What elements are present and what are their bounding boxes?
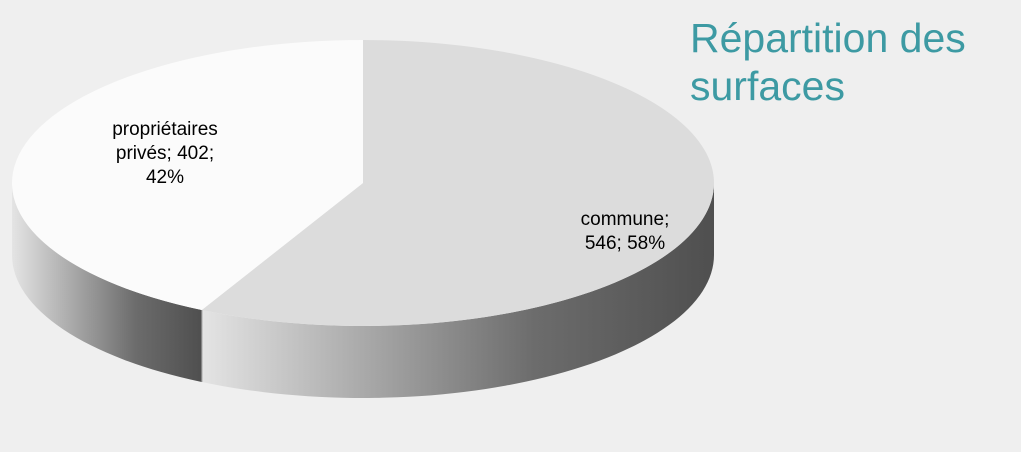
pie-slice-proprietaires-prives: [12, 40, 363, 311]
pie-side-proprietaires-prives: [12, 183, 202, 383]
chart-title-line-2: surfaces: [690, 63, 845, 109]
slice-label-proprietaires-prives-line-3: 42%: [145, 167, 185, 188]
slice-label-proprietaires-prives-line-2: privés; 402;: [115, 143, 215, 164]
chart-title-line-1: Répartition des: [690, 15, 966, 61]
slice-label-proprietaires-prives-line-1: propriétaires: [112, 119, 218, 140]
chart-title: Répartition des surfaces: [690, 14, 1010, 110]
slice-label-commune: commune; 546; 58%: [525, 208, 725, 256]
pie-side-commune: [201, 183, 715, 398]
slice-label-commune-line-2: 546; 58%: [584, 233, 666, 254]
pie-sides: [12, 183, 715, 398]
slice-label-proprietaires-prives: propriétaires privés; 402; 42%: [70, 118, 260, 190]
pie-slice-commune: [201, 40, 715, 326]
slice-label-commune-line-1: commune;: [580, 209, 670, 230]
pie-tops: [12, 40, 715, 326]
